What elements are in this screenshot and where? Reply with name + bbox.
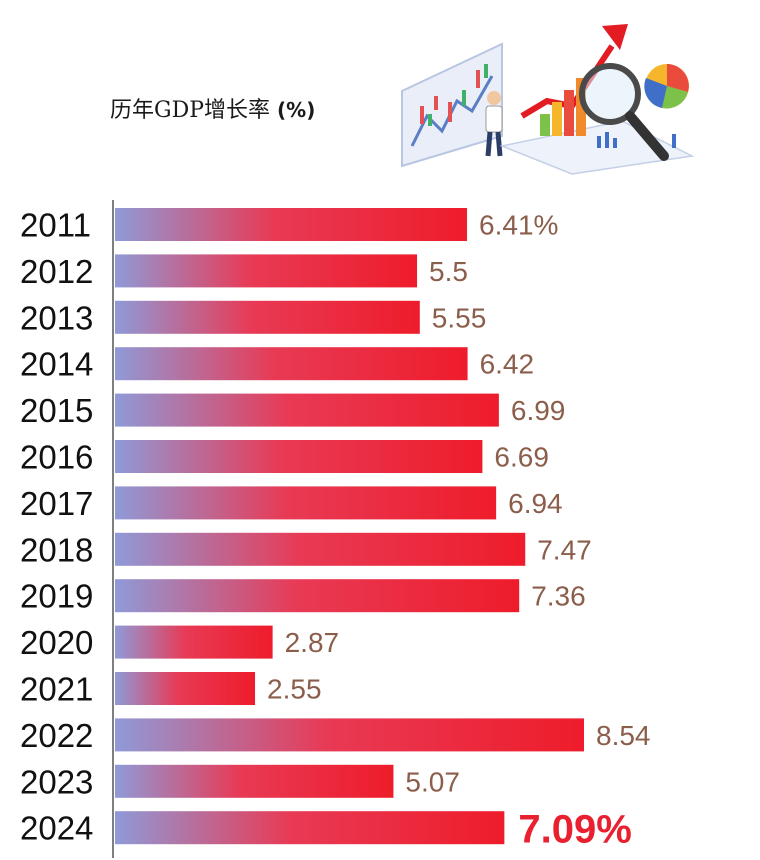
value-label-2019: 7.36	[531, 581, 586, 612]
year-label-2024: 2024	[20, 810, 93, 847]
value-label-2023: 5.07	[405, 766, 460, 797]
bar-2019	[115, 579, 520, 613]
year-label-2020: 2020	[20, 624, 93, 661]
bar-2022	[115, 718, 584, 752]
year-label-2019: 2019	[20, 578, 93, 615]
value-label-2012: 5.5	[429, 256, 468, 287]
bar-2014	[115, 347, 468, 381]
bar-2017	[115, 486, 497, 520]
year-label-2014: 2014	[20, 346, 93, 383]
bar-2023	[115, 764, 394, 798]
value-label-2022: 8.54	[596, 720, 651, 751]
bar-2013	[115, 300, 420, 334]
year-label-2015: 2015	[20, 392, 93, 429]
value-label-2018: 7.47	[537, 534, 592, 565]
year-label-2023: 2023	[20, 763, 93, 800]
gdp-growth-illustration-icon	[401, 24, 695, 175]
bar-2011	[115, 208, 468, 241]
value-label-2017: 6.94	[508, 488, 562, 519]
bar-2024	[115, 811, 505, 845]
year-label-2016: 2016	[20, 439, 93, 476]
bar-2018	[115, 532, 526, 566]
bar-2016	[115, 440, 483, 473]
chart-title-text: 历年GDP增长率	[110, 98, 271, 123]
bar-2020	[115, 625, 273, 659]
bar-2012	[115, 254, 418, 288]
year-label-2017: 2017	[20, 485, 93, 522]
value-label-2024: 7.09%	[518, 808, 631, 852]
chart-title-unit: (%)	[277, 98, 316, 122]
bar-2021	[115, 672, 256, 705]
year-label-2021: 2021	[20, 671, 93, 708]
value-label-2013: 5.55	[432, 302, 487, 333]
value-label-2016: 6.69	[494, 442, 548, 473]
value-label-2015: 6.99	[511, 395, 566, 426]
year-label-2011: 2011	[20, 207, 91, 244]
bar-2015	[115, 393, 499, 427]
value-label-2014: 6.42	[480, 349, 534, 380]
value-label-2011: 6.41%	[479, 210, 558, 241]
year-label-2013: 2013	[20, 299, 93, 336]
chart-title: 历年GDP增长率 (%)	[110, 92, 315, 124]
value-label-2020: 2.87	[285, 627, 340, 658]
year-label-2018: 2018	[20, 531, 93, 568]
year-label-2012: 2012	[20, 253, 93, 290]
year-label-2022: 2022	[20, 717, 93, 754]
value-label-2021: 2.55	[267, 674, 322, 705]
